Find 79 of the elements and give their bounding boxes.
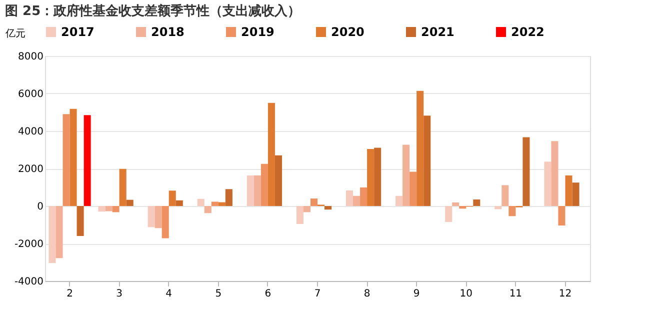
bar [346,190,354,206]
bar [260,164,268,206]
bar [112,206,120,212]
x-tick-label: 11 [509,288,522,300]
bar [473,199,480,206]
bar [572,182,580,206]
bar [410,172,417,206]
bar [204,206,212,214]
bar [84,115,91,206]
bar [303,206,310,212]
bar [105,206,112,212]
bar [197,198,204,206]
legend-label: 2021 [421,25,454,39]
x-tick-label: 5 [215,288,222,300]
y-tick-label: 8000 [18,52,44,62]
bar [402,144,410,206]
y-tick-label: 0 [37,202,44,212]
bar [459,206,466,209]
y-tick-label: 2000 [18,164,44,175]
bar [62,114,70,206]
bar [211,202,218,206]
bar [225,189,232,206]
bar [246,175,254,206]
bar [565,175,572,206]
bar [126,200,134,206]
bar [544,162,552,206]
bar [162,206,169,238]
legend-label: 2019 [241,25,274,39]
x-tick-label: 9 [413,288,420,300]
x-tick-label: 6 [264,288,272,300]
bar [508,206,516,216]
bar [98,206,106,212]
x-tick-label: 7 [314,288,321,300]
bar [353,196,360,206]
bar [56,206,63,258]
bar [76,206,84,236]
bar [70,108,77,206]
bar [360,187,368,206]
bar [274,155,282,206]
chart-title: 图 25：政府性基金收支差额季节性（支出减收入） [5,3,301,19]
x-tick-label: 3 [116,288,123,300]
bar [176,200,183,206]
x-tick-label: 4 [166,288,172,300]
x-tick-label: 10 [460,288,473,300]
legend-label: 2017 [61,25,94,39]
legend-label: 2018 [151,25,184,39]
x-tick-label: 2 [66,288,73,300]
x-tick-label: 12 [558,288,572,300]
x-tick-label: 8 [364,288,370,300]
y-tick-label: 6000 [18,89,44,100]
y-tick-label: -4000 [14,276,44,288]
bar [268,102,275,206]
bar [452,202,460,206]
legend-label: 2020 [331,25,364,39]
bar [48,206,56,263]
bar [502,185,509,206]
bar [254,175,261,206]
bar [396,196,403,206]
bar [218,202,226,206]
bar [522,137,530,206]
bar [296,206,304,224]
bar [494,206,502,210]
bar [168,190,176,206]
y-axis-title: 亿元 [4,28,26,40]
legend-label: 2022 [511,25,544,39]
bar [551,141,558,206]
y-tick-label: -2000 [14,239,44,250]
bar [148,206,155,228]
bar [374,148,382,206]
y-tick-label: 4000 [18,126,44,138]
bar [119,168,126,206]
bar [367,149,374,206]
bar [445,206,452,222]
bar [558,206,566,226]
bar [154,206,162,228]
bar [416,90,424,206]
bar [324,206,332,210]
bar [424,116,431,206]
bar [310,198,318,206]
